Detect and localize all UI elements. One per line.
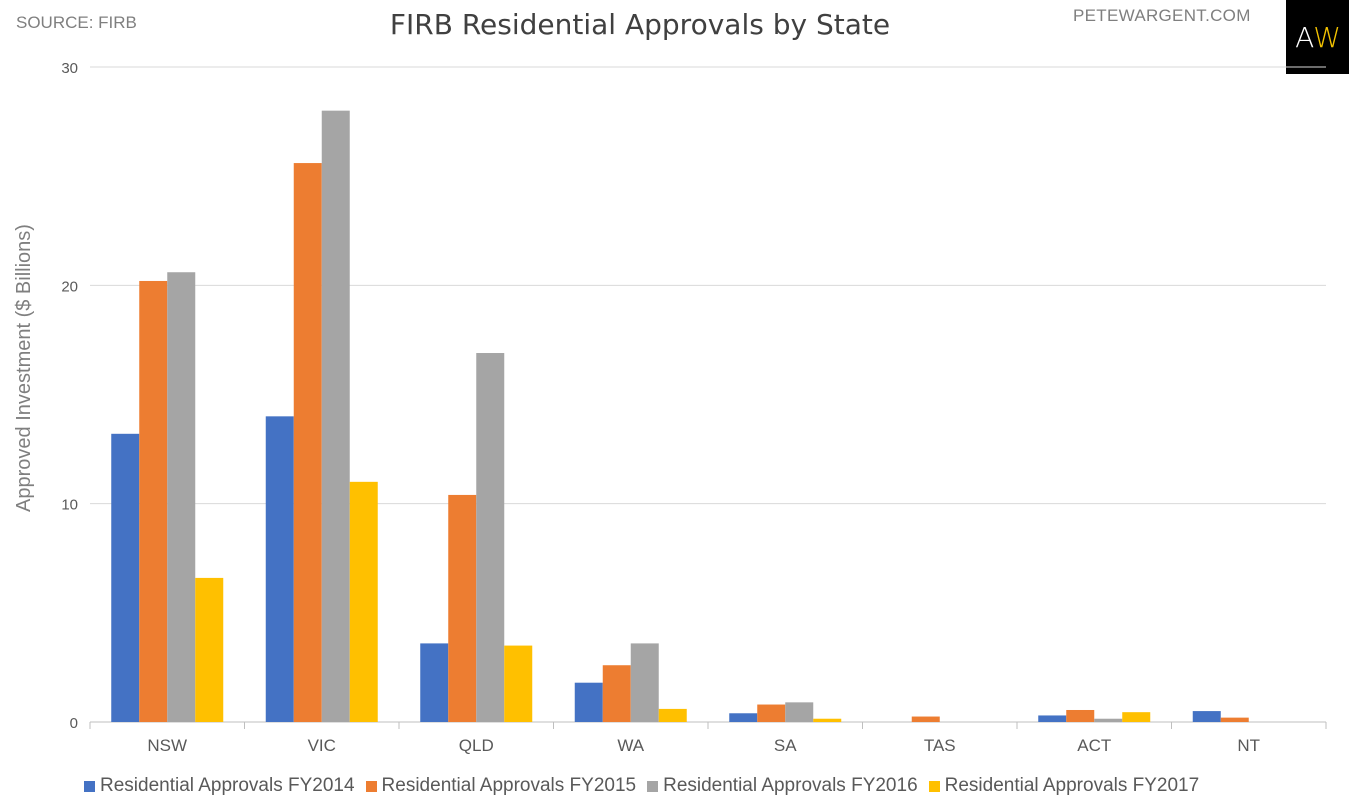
bar-nt-series-1 (1192, 711, 1221, 722)
chart-title: FIRB Residential Approvals by State (389, 8, 891, 41)
legend-item: Residential Approvals FY2015 (365, 775, 637, 797)
y-tick-label: 30 (61, 60, 78, 77)
bar-act-series-2 (1066, 709, 1095, 722)
x-tick-label-nsw: NSW (147, 736, 187, 755)
y-tick-label: 20 (61, 278, 78, 295)
y-tick-label: 10 (61, 497, 78, 514)
bar-vic-series-2 (293, 163, 322, 723)
bar-nsw-series-4 (195, 577, 224, 722)
bar-act-series-3 (1094, 718, 1123, 722)
bar-sa-series-4 (813, 718, 842, 722)
y-axis-label: Approved Investment ($ Billions) (13, 224, 35, 512)
legend-item: Residential Approvals FY2016 (647, 775, 918, 797)
bar-wa-series-3 (630, 643, 659, 722)
x-tick-label-tas: TAS (924, 736, 956, 755)
bar-wa-series-4 (658, 708, 687, 722)
logo-letter-a: A (1295, 20, 1314, 54)
legend-label: Residential Approvals FY2015 (381, 775, 637, 796)
axis-ticks: 0 10 20 30 NSW VIC QLD WA SA TAS ACT NT (61, 60, 1327, 755)
legend-swatch (84, 780, 95, 792)
x-tick-label-qld: QLD (459, 736, 494, 755)
bar-nt-series-2 (1220, 717, 1249, 722)
legend: Residential Approvals FY2014 Residential … (84, 775, 1210, 797)
bar-vic-series-1 (265, 416, 294, 722)
bars (111, 110, 1249, 723)
bar-nsw-series-3 (167, 272, 196, 722)
bar-wa-series-1 (574, 682, 603, 722)
legend-label: Residential Approvals FY2017 (944, 775, 1200, 796)
x-tick-label-vic: VIC (308, 736, 336, 755)
legend-swatch (928, 780, 940, 792)
bar-sa-series-2 (757, 704, 786, 722)
bar-vic-series-3 (321, 110, 350, 722)
legend-label: Residential Approvals FY2016 (663, 775, 918, 796)
legend-swatch (647, 780, 659, 792)
site-label: PETEWARGENT.COM (1073, 6, 1251, 25)
bar-act-series-1 (1038, 715, 1067, 722)
x-tick-label-sa: SA (774, 736, 797, 755)
bar-sa-series-3 (785, 702, 814, 722)
x-tick-label-nt: NT (1237, 736, 1260, 755)
bar-wa-series-2 (602, 665, 631, 722)
logo-letter-w: W (1313, 20, 1341, 54)
bar-sa-series-1 (729, 713, 758, 722)
bar-qld-series-3 (476, 353, 505, 722)
x-tick-label-wa: WA (617, 736, 644, 755)
bar-vic-series-4 (349, 481, 378, 722)
bar-qld-series-4 (504, 645, 533, 722)
bar-tas-series-2 (911, 716, 940, 722)
legend-swatch (365, 780, 377, 792)
source-label: SOURCE: FIRB (16, 13, 137, 32)
legend-item: Residential Approvals FY2017 (928, 775, 1200, 797)
bar-nsw-series-2 (139, 280, 168, 722)
legend-label: Residential Approvals FY2014 (100, 775, 355, 796)
bar-act-series-4 (1122, 712, 1151, 722)
bar-qld-series-2 (448, 494, 477, 722)
x-tick-label-act: ACT (1077, 736, 1111, 755)
bar-qld-series-1 (420, 643, 449, 722)
bar-nsw-series-1 (111, 433, 140, 722)
legend-item: Residential Approvals FY2014 (84, 775, 355, 797)
y-tick-label: 0 (70, 715, 78, 732)
